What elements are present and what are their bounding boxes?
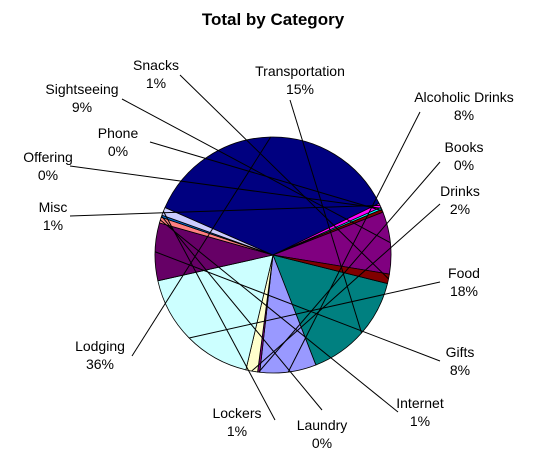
- slice-label-name: Misc: [39, 199, 68, 215]
- leader-line-alcoholic-drinks: [287, 111, 421, 373]
- slice-label-percent: 1%: [410, 413, 430, 429]
- slice-label-name: Lodging: [75, 338, 125, 354]
- slice-label-percent: 8%: [454, 107, 474, 123]
- slice-label-percent: 1%: [227, 423, 247, 439]
- slice-label-percent: 15%: [286, 81, 314, 97]
- leader-line-gifts: [154, 251, 441, 362]
- slice-label-sightseeing: Sightseeing 9%: [45, 81, 118, 115]
- slice-label-phone: Phone 0%: [98, 125, 139, 159]
- leader-line-misc: [69, 204, 381, 217]
- leader-line-food: [188, 281, 441, 339]
- leader-line-books: [258, 161, 441, 373]
- slice-label-gifts: Gifts 8%: [446, 344, 475, 378]
- slice-label-percent: 1%: [146, 75, 166, 91]
- slice-label-name: Internet: [396, 395, 444, 411]
- slice-label-lodging: Lodging 36%: [75, 338, 125, 372]
- slice-label-percent: 36%: [86, 356, 114, 372]
- slice-label-percent: 0%: [38, 167, 58, 183]
- slice-label-percent: 0%: [454, 157, 474, 173]
- slice-label-name: Lockers: [212, 405, 261, 421]
- slice-label-percent: 8%: [450, 362, 470, 378]
- slice-label-name: Phone: [98, 125, 139, 141]
- slice-label-percent: 9%: [72, 99, 92, 115]
- slice-label-internet: Internet 1%: [396, 395, 444, 429]
- slice-label-percent: 1%: [43, 217, 63, 233]
- slice-label-percent: 2%: [450, 201, 470, 217]
- slice-label-snacks: Snacks 1%: [133, 57, 179, 91]
- slice-label-name: Gifts: [446, 344, 475, 360]
- leader-line-offering: [69, 165, 382, 209]
- leader-line-laundry: [161, 215, 323, 411]
- slice-label-percent: 0%: [312, 435, 332, 451]
- slice-label-percent: 18%: [450, 283, 478, 299]
- slice-label-laundry: Laundry 0%: [297, 417, 348, 451]
- slice-label-name: Food: [448, 265, 480, 281]
- slice-label-name: Sightseeing: [45, 81, 118, 97]
- slice-label-alcoholic-drinks: Alcoholic Drinks 8%: [414, 89, 514, 123]
- leader-lines: [69, 74, 441, 421]
- slice-label-name: Laundry: [297, 417, 348, 433]
- pie-slice-snacks: [272, 254, 390, 285]
- chart-title: Total by Category: [202, 10, 345, 29]
- leader-line-internet: [159, 219, 399, 413]
- slice-label-name: Alcoholic Drinks: [414, 89, 514, 105]
- leader-line-snacks: [179, 74, 389, 280]
- leader-line-sightseeing: [121, 98, 391, 244]
- slice-label-name: Offering: [23, 149, 73, 165]
- slice-labels: Transportation 15% Alcoholic Drinks 8% Books…: [23, 57, 514, 451]
- slice-label-name: Transportation: [255, 63, 345, 79]
- slice-label-food: Food 18%: [448, 265, 480, 299]
- slice-label-drinks: Drinks 2%: [440, 183, 480, 217]
- slice-label-name: Drinks: [440, 183, 480, 199]
- leader-line-lockers: [162, 211, 276, 421]
- slice-label-lockers: Lockers 1%: [212, 405, 261, 439]
- leader-line-lodging: [131, 136, 272, 357]
- slice-label-name: Books: [445, 139, 484, 155]
- slice-label-offering: Offering 0%: [23, 149, 73, 183]
- slice-label-misc: Misc 1%: [39, 199, 68, 233]
- slice-label-transportation: Transportation 15%: [255, 63, 345, 97]
- slice-label-percent: 0%: [108, 143, 128, 159]
- leader-line-drinks: [251, 203, 441, 372]
- slice-label-name: Snacks: [133, 57, 179, 73]
- leader-line-transportation: [289, 99, 363, 334]
- slice-label-books: Books 0%: [445, 139, 484, 173]
